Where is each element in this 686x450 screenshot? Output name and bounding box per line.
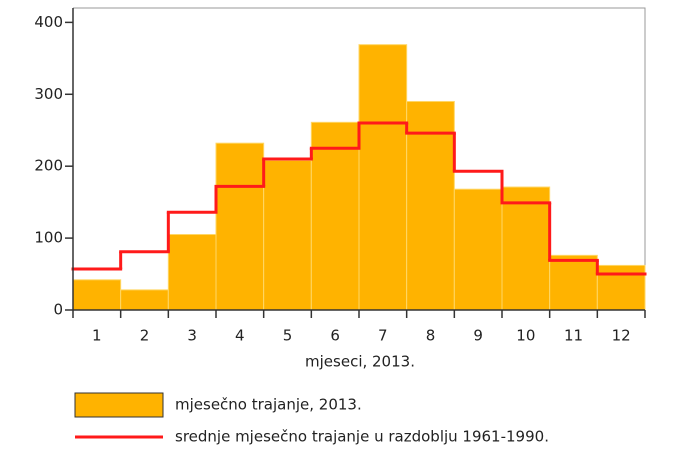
bar bbox=[596, 264, 646, 311]
x-tick-label: 6 bbox=[330, 327, 340, 345]
bar bbox=[453, 188, 503, 311]
bar bbox=[358, 44, 408, 311]
bar bbox=[501, 186, 551, 311]
x-tick-label: 8 bbox=[426, 327, 436, 345]
y-tick-label: 300 bbox=[34, 85, 63, 103]
plot-frame bbox=[73, 7, 646, 310]
y-tick-label: 0 bbox=[53, 301, 63, 319]
legend-swatch bbox=[74, 392, 164, 418]
x-tick-label: 7 bbox=[378, 327, 388, 345]
bar bbox=[310, 121, 360, 311]
bar bbox=[167, 234, 217, 311]
legend-label: srednje mjesečno trajanje u razdoblju 19… bbox=[175, 428, 549, 446]
x-tick-label: 2 bbox=[140, 327, 150, 345]
x-tick-label: 9 bbox=[473, 327, 483, 345]
x-tick-label: 11 bbox=[564, 327, 583, 345]
bar bbox=[215, 142, 265, 311]
bar bbox=[72, 279, 122, 311]
x-tick-label: 10 bbox=[516, 327, 535, 345]
bar bbox=[120, 289, 169, 311]
x-tick-label: 1 bbox=[92, 327, 102, 345]
x-tick-label: 3 bbox=[187, 327, 197, 345]
x-tick-label: 12 bbox=[612, 327, 631, 345]
x-axis-label: mjeseci, 2013. bbox=[305, 353, 415, 371]
y-tick-label: 400 bbox=[34, 13, 63, 31]
x-tick-label: 5 bbox=[283, 327, 293, 345]
y-tick-label: 100 bbox=[34, 229, 63, 247]
y-tick-label: 200 bbox=[34, 157, 63, 175]
bar bbox=[549, 254, 598, 311]
x-tick-label: 4 bbox=[235, 327, 245, 345]
bar bbox=[263, 159, 312, 311]
legend-label: mjesečno trajanje, 2013. bbox=[175, 396, 362, 414]
